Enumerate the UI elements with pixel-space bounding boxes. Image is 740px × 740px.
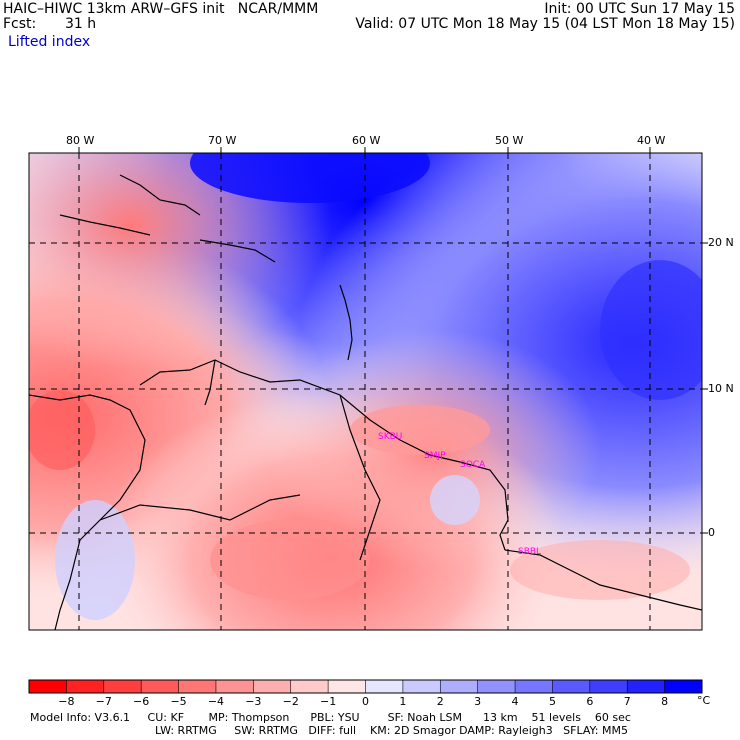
lat-label-0: 0 xyxy=(708,526,715,539)
colorbar-bin xyxy=(253,680,292,693)
colorbar-bin xyxy=(440,680,479,693)
colorbar-bin xyxy=(627,680,666,693)
colorbar-bin xyxy=(29,680,67,693)
model-info-line1: Model Info: V3.6.1 CU: KF MP: Thompson P… xyxy=(30,711,631,724)
model-title: HAIC–HIWC 13km ARW–GFS init NCAR/MMM xyxy=(3,1,319,17)
lon-label-50w: 50 W xyxy=(495,134,524,147)
colorbar-bin xyxy=(477,680,516,693)
lat-label-20n: 20 N xyxy=(708,236,734,249)
colorbar-bin xyxy=(402,680,441,693)
model-info-line2: LW: RRTMG SW: RRTMG DIFF: full KM: 2D Sm… xyxy=(155,724,628,737)
colorbar-tick-label: 3 xyxy=(474,695,482,708)
forecast-hours: 31 h xyxy=(65,16,97,32)
valid-time: Valid: 07 UTC Mon 18 May 15 (04 LST Mon … xyxy=(355,16,735,32)
colorbar-tick-label: 5 xyxy=(548,695,556,708)
colorbar-bin xyxy=(552,680,591,693)
colorbar-bin xyxy=(515,680,553,693)
lat-label-10n: 10 N xyxy=(708,382,734,395)
colorbar-tick-label: −3 xyxy=(245,695,262,708)
colorbar-bin xyxy=(589,680,628,693)
station-label: SKBU xyxy=(378,432,403,442)
colorbar-bin xyxy=(178,680,217,693)
forecast-label: Fcst: xyxy=(3,16,37,32)
colorbar-tick-label: 6 xyxy=(586,695,594,708)
colorbar-bin xyxy=(365,680,404,693)
lon-label-60w: 60 W xyxy=(352,134,381,147)
colorbar-tick-label: −2 xyxy=(282,695,299,708)
station-label: SOCA xyxy=(460,460,486,470)
colorbar-tick-label: −5 xyxy=(170,695,187,708)
colorbar-tick-label: −8 xyxy=(58,695,75,708)
colorbar-tick-label: 2 xyxy=(436,695,444,708)
colorbar-bin xyxy=(290,680,329,693)
colorbar-bin xyxy=(664,680,703,693)
colorbar-unit: °C xyxy=(697,694,711,707)
colorbar-tick-label: 8 xyxy=(661,695,669,708)
lon-label-40w: 40 W xyxy=(637,134,666,147)
lon-label-80w: 80 W xyxy=(66,134,95,147)
colorbar-tick-label: −4 xyxy=(207,695,225,708)
lon-label-70w: 70 W xyxy=(208,134,237,147)
colorbar xyxy=(28,679,703,694)
variable-name: Lifted index xyxy=(8,34,91,50)
init-time: Init: 00 UTC Sun 17 May 15 xyxy=(544,1,735,17)
colorbar-tick-label: −7 xyxy=(95,695,112,708)
colorbar-tick-label: 7 xyxy=(623,695,631,708)
colorbar-tick-label: 1 xyxy=(399,695,407,708)
colorbar-bin xyxy=(215,680,254,693)
colorbar-bin xyxy=(103,680,142,693)
colorbar-tick-label: −6 xyxy=(133,695,150,708)
station-label: SBBL xyxy=(518,547,542,557)
colorbar-tick-label: 0 xyxy=(362,695,369,708)
colorbar-tick-label: −1 xyxy=(320,695,337,708)
colorbar-tick-label: 4 xyxy=(511,695,519,708)
colorbar-bin xyxy=(66,680,105,693)
colorbar-bin xyxy=(328,680,366,693)
colorbar-bin xyxy=(141,680,180,693)
station-label: SMJP xyxy=(424,451,446,461)
